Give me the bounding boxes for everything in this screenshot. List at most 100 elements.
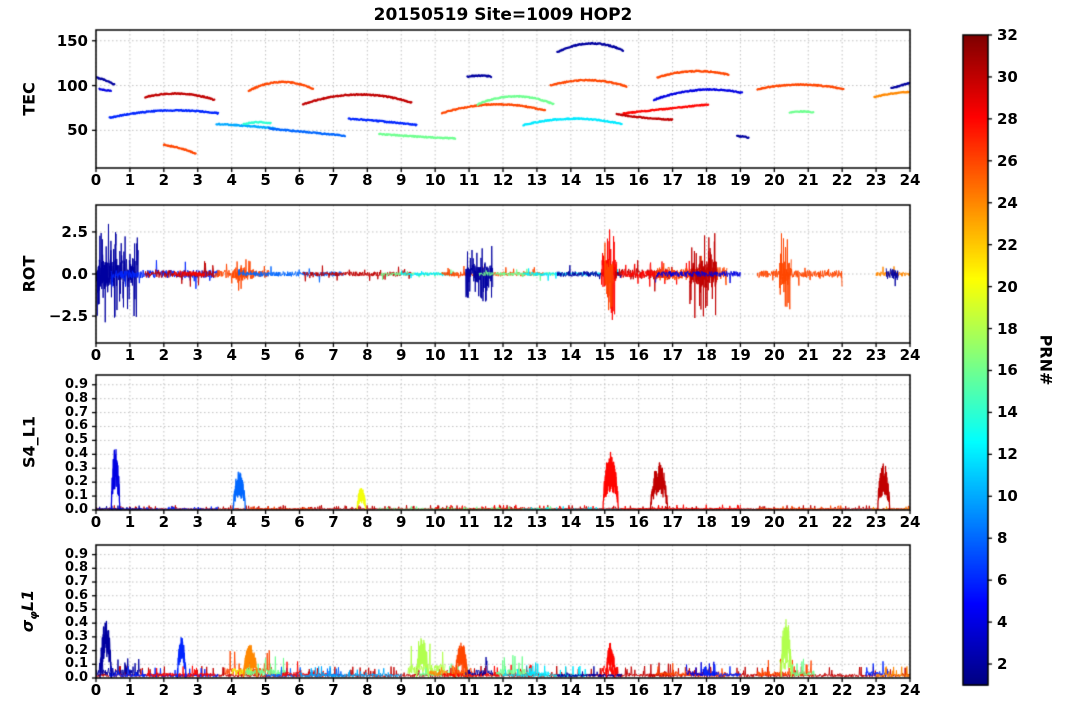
s4-panel [96,375,910,510]
x-tick-label: 4 [226,171,237,189]
x-tick-label: 7 [328,513,339,531]
colorbar-tick-label: 6 [997,570,1008,589]
x-tick-label: 11 [458,171,480,189]
x-tick-label: 24 [899,171,921,189]
y-tick-label: 0.2 [64,474,88,490]
x-tick-label: 6 [294,171,305,189]
x-tick-label: 19 [729,681,751,699]
y-tick-label: 0.7 [64,404,88,420]
x-tick-label: 22 [831,681,853,699]
x-tick-label: 14 [560,513,582,531]
colorbar-tick-label: 24 [997,193,1018,212]
x-tick-label: 10 [424,681,446,699]
x-tick-label: 13 [526,681,548,699]
y-tick-label: 0.0 [64,669,88,685]
y-tick-label: 0.4 [64,614,88,630]
x-tick-label: 12 [492,513,514,531]
y-tick-label: 0.3 [64,628,88,644]
x-tick-label: 18 [696,513,717,531]
colorbar-tick-label: 20 [997,277,1018,296]
x-tick-label: 22 [831,346,853,364]
y-tick-label: 0.1 [64,487,88,503]
x-tick-label: 4 [226,513,237,531]
colorbar-tick-label: 32 [997,25,1018,44]
x-tick-label: 12 [492,171,514,189]
x-tick-label: 14 [560,681,582,699]
x-tick-label: 4 [226,346,237,364]
x-tick-label: 14 [560,171,582,189]
y-tick-label: 0.2 [64,642,88,658]
x-tick-label: 23 [865,681,887,699]
colorbar-label: PRN# [1036,334,1056,386]
y-tick-label: 0.5 [64,601,88,617]
x-tick-label: 9 [396,681,407,699]
x-tick-label: 13 [526,171,548,189]
x-tick-label: 23 [865,171,887,189]
x-tick-label: 0 [90,681,102,699]
y-tick-label: 0.9 [64,376,88,392]
x-tick-label: 10 [424,171,446,189]
x-tick-label: 14 [560,346,582,364]
x-tick-label: 7 [328,171,339,189]
x-tick-label: 2 [158,346,170,364]
y-tick-label: 50 [67,121,88,140]
x-tick-label: 5 [260,513,271,531]
x-tick-label: 8 [362,346,373,364]
x-tick-label: 22 [831,171,853,189]
x-tick-label: 6 [294,346,305,364]
x-tick-label: 5 [260,171,271,189]
y-tick-label: 150 [56,31,88,50]
x-tick-label: 1 [124,346,136,364]
colorbar-tick-label: 22 [997,235,1018,254]
tec-panel [96,30,910,168]
x-tick-label: 10 [424,346,446,364]
x-tick-label: 0 [90,346,102,364]
colorbar-tick-label: 16 [997,361,1018,380]
x-tick-label: 8 [362,171,373,189]
x-tick-label: 0 [90,171,102,189]
x-tick-label: 9 [396,513,407,531]
x-tick-label: 21 [797,681,819,699]
x-tick-label: 7 [328,346,339,364]
prn-colorbar [963,35,988,685]
x-tick-label: 5 [260,681,271,699]
x-tick-label: 2 [158,171,170,189]
x-tick-label: 11 [458,513,480,531]
x-tick-label: 15 [594,681,616,699]
x-tick-label: 24 [899,681,921,699]
x-tick-label: 15 [594,513,616,531]
x-tick-label: 0 [90,513,102,531]
figure-title: 20150519 Site=1009 HOP2 [373,5,633,25]
colorbar-tick-label: 12 [997,445,1018,464]
y-tick-label: 0.8 [64,390,88,406]
y-tick-label: 0.6 [64,418,88,434]
x-tick-label: 15 [594,346,616,364]
x-tick-label: 16 [628,681,650,699]
y-tick-label: 0.0 [64,501,88,517]
x-tick-label: 6 [294,513,305,531]
x-tick-label: 19 [729,513,751,531]
y-tick-label: 0.1 [64,656,88,672]
x-tick-label: 23 [865,346,887,364]
colorbar-tick-label: 2 [997,654,1008,673]
y-tick-label: 0.4 [64,446,88,462]
colorbar-tick-label: 8 [997,528,1008,547]
colorbar-tick-label: 30 [997,67,1018,86]
x-tick-label: 4 [226,681,237,699]
y-tick-label: 2.5 [61,222,88,241]
x-tick-label: 22 [831,513,853,531]
x-tick-label: 1 [124,171,136,189]
x-tick-label: 12 [492,346,514,364]
rot-panel [96,205,910,343]
x-tick-label: 7 [328,681,339,699]
x-tick-label: 20 [763,513,785,531]
sigma-phi-panel [96,545,910,678]
x-tick-label: 13 [526,513,548,531]
x-tick-label: 21 [797,513,819,531]
x-tick-label: 17 [662,513,684,531]
x-tick-label: 20 [763,681,785,699]
x-tick-label: 11 [458,681,480,699]
y-tick-label: 0.7 [64,573,88,589]
